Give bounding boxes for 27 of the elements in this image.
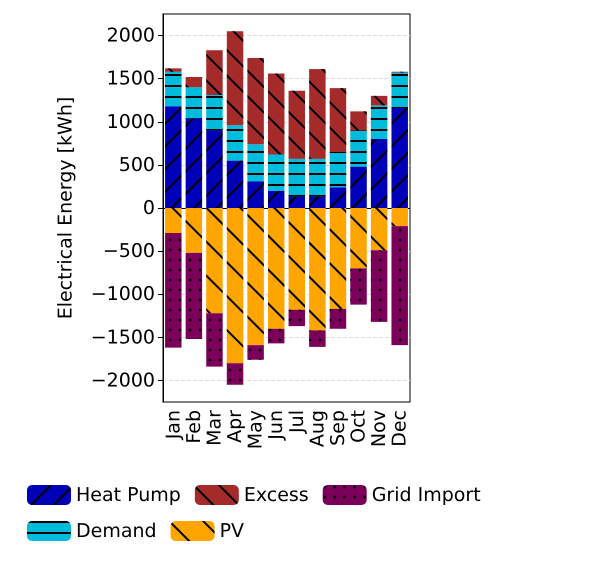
legend-label: Demand — [76, 520, 157, 542]
y-tick-label: −2000 — [90, 369, 155, 392]
x-tick-label: Jun — [265, 410, 288, 441]
legend-label: PV — [220, 520, 244, 542]
legend-label: Grid Import — [372, 484, 481, 506]
x-tick-label: Dec — [388, 410, 411, 447]
y-tick-label: 2000 — [106, 24, 155, 47]
y-axis-title: Electrical Energy [kWh] — [54, 96, 76, 320]
x-tick-label: Jan — [162, 410, 184, 440]
y-tick-label: 0 — [142, 197, 155, 219]
x-tick-label: Oct — [348, 410, 370, 443]
x-tick-label: Apr — [224, 410, 246, 443]
x-tick-label: Jul — [286, 410, 308, 434]
y-tick-label: 1000 — [106, 110, 155, 133]
y-tick-label: −1000 — [90, 283, 155, 306]
x-tick-label: Aug — [306, 410, 328, 448]
x-tick-label: Mar — [203, 410, 226, 446]
y-tick-label: 500 — [118, 154, 155, 176]
x-tick-label: Nov — [368, 410, 390, 448]
x-tick-label: Feb — [182, 410, 205, 444]
legend-label: Heat Pump — [76, 484, 181, 506]
y-tick-label: −1500 — [90, 326, 155, 348]
y-tick-label: 1500 — [106, 68, 155, 90]
x-tick-label: Sep — [326, 410, 349, 446]
legend-label: Excess — [244, 484, 309, 506]
y-tick-label: −500 — [102, 240, 155, 262]
x-tick-label: May — [244, 410, 267, 450]
